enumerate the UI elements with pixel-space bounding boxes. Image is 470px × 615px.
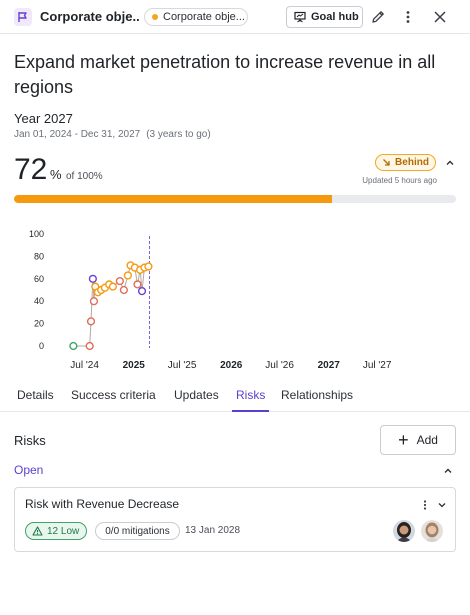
data-point bbox=[85, 341, 94, 351]
progress-chart: 100 80 60 40 20 0 Jul '24 2025 Jul '25 2026 Jul '2… bbox=[29, 229, 392, 371]
progress-bar-fill bbox=[14, 195, 333, 203]
y-tick-label: 60 bbox=[34, 274, 44, 284]
breadcrumb-chip[interactable]: Corporate obje... bbox=[144, 8, 248, 26]
warning-triangle-icon bbox=[32, 526, 43, 536]
arrow-down-right-icon bbox=[383, 159, 390, 166]
collapse-summary-button[interactable] bbox=[442, 155, 458, 171]
add-label: Add bbox=[416, 433, 438, 447]
y-tick-label: 100 bbox=[29, 229, 44, 239]
status-dot bbox=[152, 14, 158, 20]
data-point bbox=[115, 276, 124, 286]
group-label: Open bbox=[14, 463, 44, 477]
close-button[interactable] bbox=[429, 6, 451, 28]
data-point bbox=[123, 271, 132, 280]
y-tick-label: 80 bbox=[34, 251, 44, 261]
more-options-button[interactable] bbox=[397, 6, 419, 28]
chevron-down-icon bbox=[438, 503, 446, 508]
x-tick-label: 2026 bbox=[220, 360, 243, 371]
chevron-up-icon bbox=[446, 160, 454, 165]
date-range: Jan 01, 2024 - Dec 31, 2027 (3 years to g… bbox=[14, 129, 211, 140]
tab-relationships[interactable]: Relationships bbox=[281, 388, 354, 402]
progress-bar bbox=[14, 195, 456, 203]
data-point bbox=[108, 282, 118, 291]
risk-card[interactable]: Risk with Revenue Decrease 12 Low 0/0 mi… bbox=[14, 487, 456, 552]
y-tick-label: 0 bbox=[39, 341, 44, 351]
progress-unit: % bbox=[50, 167, 62, 182]
risk-score-label: 12 Low bbox=[47, 525, 80, 537]
active-tab-indicator bbox=[232, 410, 269, 412]
y-tick-label: 40 bbox=[34, 296, 44, 306]
presentation-icon bbox=[294, 11, 306, 23]
x-tick-label: Jul '27 bbox=[363, 360, 392, 371]
risk-date: 13 Jan 2028 bbox=[185, 525, 241, 536]
goal-icon bbox=[14, 8, 32, 26]
y-tick-label: 20 bbox=[34, 319, 44, 329]
data-point bbox=[69, 341, 78, 351]
data-point bbox=[137, 287, 147, 296]
data-point bbox=[119, 285, 128, 295]
updated-time: Updated 5 hours ago bbox=[362, 176, 437, 185]
progress-value: 72 bbox=[14, 153, 48, 186]
risk-more-button[interactable] bbox=[418, 498, 432, 512]
tab-bar: Details Success criteria Updates Risks R… bbox=[0, 388, 470, 412]
tab-details[interactable]: Details bbox=[17, 388, 54, 402]
series-segment bbox=[89, 321, 92, 347]
data-point bbox=[86, 317, 96, 326]
data-point bbox=[88, 274, 97, 283]
status-label: Behind bbox=[395, 157, 429, 168]
goal-title: Expand market penetration to increase re… bbox=[14, 52, 436, 97]
risk-expand-button[interactable] bbox=[435, 498, 449, 512]
x-tick-label: Jul '25 bbox=[168, 360, 197, 371]
x-tick-label: 2027 bbox=[318, 360, 341, 371]
goal-hub-label: Goal hub bbox=[311, 11, 359, 23]
more-vertical-icon bbox=[423, 500, 427, 510]
edit-button[interactable] bbox=[367, 6, 389, 28]
panel-title: Corporate obje... bbox=[40, 9, 140, 24]
chevron-up-icon bbox=[444, 468, 452, 473]
data-point bbox=[144, 262, 153, 271]
close-icon bbox=[434, 11, 446, 23]
period-label: Year 2027 bbox=[14, 111, 73, 126]
pencil-icon bbox=[372, 11, 384, 23]
x-tick-label: Jul '26 bbox=[265, 360, 294, 371]
avatar-woman-dark-hair bbox=[393, 520, 415, 542]
tab-risks[interactable]: Risks bbox=[236, 388, 266, 402]
data-point bbox=[133, 280, 142, 289]
panel-header: Corporate obje... Corporate obje... Goal… bbox=[0, 0, 470, 34]
goal-hub-button[interactable]: Goal hub bbox=[286, 6, 363, 28]
risk-score-badge: 12 Low bbox=[25, 522, 87, 540]
breadcrumb-label: Corporate obje... bbox=[163, 11, 245, 23]
x-tick-label: Jul '24 bbox=[70, 360, 99, 371]
risk-name: Risk with Revenue Decrease bbox=[25, 497, 180, 511]
more-vertical-icon bbox=[406, 11, 410, 23]
plus-icon: + bbox=[398, 430, 409, 450]
date-range-text: Jan 01, 2024 - Dec 31, 2027 bbox=[14, 129, 141, 140]
x-tick-label: 2025 bbox=[123, 360, 146, 371]
tab-success-criteria[interactable]: Success criteria bbox=[71, 388, 156, 402]
collapse-group-button[interactable] bbox=[440, 463, 456, 479]
avatar-woman-light-hair bbox=[421, 520, 443, 542]
section-heading: Risks bbox=[14, 433, 46, 448]
avatar[interactable] bbox=[391, 518, 417, 544]
avatar[interactable] bbox=[419, 518, 445, 544]
add-risk-button[interactable]: + Add bbox=[380, 425, 456, 455]
progress-target: of 100% bbox=[66, 171, 103, 182]
status-badge: Behind bbox=[375, 154, 436, 171]
mitigations-badge: 0/0 mitigations bbox=[95, 522, 180, 540]
data-point bbox=[89, 297, 99, 306]
time-left: (3 years to go) bbox=[146, 129, 211, 140]
tab-updates[interactable]: Updates bbox=[174, 388, 219, 402]
